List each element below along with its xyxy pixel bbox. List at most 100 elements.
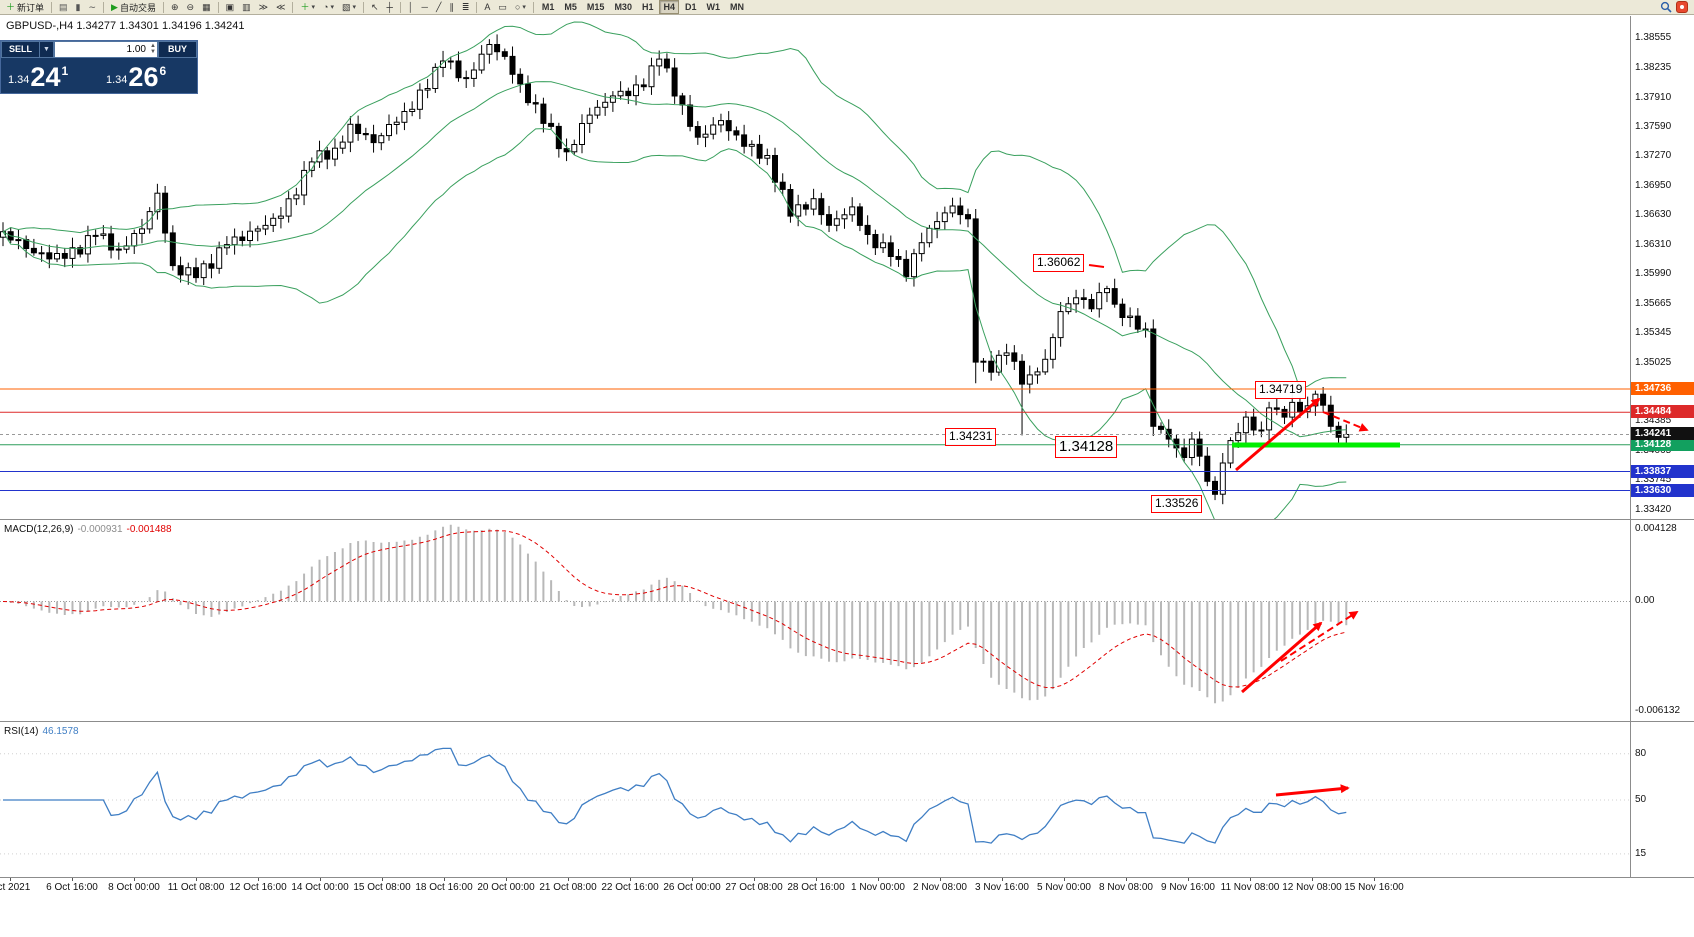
candle: [586, 114, 593, 124]
current-price-badge: 1.34241: [1631, 427, 1694, 441]
search-icon[interactable]: [1660, 1, 1672, 13]
templates-button[interactable]: ▧ ▾: [338, 0, 360, 15]
time-label: 15 Nov 16:00: [1344, 882, 1404, 893]
candle: [424, 88, 431, 91]
candle: [972, 218, 979, 363]
tile-windows-button[interactable]: ▦: [198, 0, 215, 15]
trendline-button[interactable]: ╱: [432, 0, 445, 15]
ohlc-values: 1.34277 1.34301 1.34196 1.34241: [76, 20, 245, 32]
sell-price[interactable]: 1.34 24 1: [1, 58, 99, 93]
timeframe-m1-button[interactable]: M1: [541, 2, 555, 12]
candle: [1034, 371, 1041, 376]
toolbar-separator: [476, 1, 478, 13]
fibonacci-button[interactable]: ≣: [458, 0, 474, 15]
zoom-in-button[interactable]: ⊕: [167, 0, 183, 15]
shapes-icon: ○: [514, 1, 521, 12]
add-indicator-button[interactable]: ＋ ▾: [296, 0, 319, 15]
new-order-button[interactable]: ＋新订单: [2, 0, 48, 15]
one-click-trading-panel: SELL ▼ 1.00 ▲ ▼ BUY 1.34 24 1 1.34 26 6: [0, 40, 198, 94]
timeframe-m5-button[interactable]: M5: [564, 2, 577, 12]
toolbar-separator: [51, 1, 53, 13]
alert-icon[interactable]: [1676, 1, 1688, 13]
timeframe-w1-button[interactable]: W1: [706, 2, 721, 12]
toolbar-separator: [103, 1, 105, 13]
new-chart-button[interactable]: ▣: [222, 0, 239, 15]
candle: [108, 233, 115, 251]
candle: [1304, 405, 1311, 413]
cursor-button[interactable]: ↖: [367, 0, 383, 15]
auto-trading-button[interactable]: ▶ 自动交易: [107, 0, 160, 15]
candle: [895, 256, 902, 260]
candle: [741, 134, 748, 147]
time-label: 1 Nov 00:00: [851, 882, 905, 893]
text-button[interactable]: A: [480, 0, 494, 15]
time-axis[interactable]: Oct 2021 6 Oct 16:00 8 Oct 00:00 11 Oct 08:…: [0, 877, 1694, 937]
volume-dropdown-icon[interactable]: ▼: [40, 41, 54, 58]
buy-price-prefix: 1.34: [106, 74, 128, 86]
candle: [69, 247, 76, 259]
candle: [1281, 408, 1288, 418]
price-callout[interactable]: 1.36062: [1033, 254, 1085, 272]
panel-splitter[interactable]: [0, 721, 1694, 722]
time-label: 9 Nov 16:00: [1161, 882, 1215, 893]
horizontal-line-button[interactable]: ─: [418, 0, 432, 15]
timeframe-mn-button[interactable]: MN: [730, 2, 744, 12]
candle: [1049, 337, 1056, 360]
bar-chart-button[interactable]: ▤: [55, 0, 72, 15]
price-callout[interactable]: 1.34128: [1055, 436, 1118, 458]
crosshair-button[interactable]: ┼: [383, 0, 397, 15]
zoom-out-button[interactable]: ⊖: [183, 0, 199, 15]
candle: [216, 247, 223, 269]
shapes-button[interactable]: ○ ▾: [511, 0, 530, 15]
price-axis[interactable]: 80 50 15 1.38555 1.38235 1.37910 1.37590 1.3727…: [1630, 16, 1694, 877]
channel-button[interactable]: ∥: [445, 0, 458, 15]
candle: [1289, 401, 1296, 418]
time-label: 2 Nov 08:00: [913, 882, 967, 893]
candle: [494, 44, 501, 53]
line-chart-button[interactable]: ∼: [85, 0, 101, 15]
buy-price[interactable]: 1.34 26 6: [99, 58, 197, 93]
candle: [694, 126, 701, 138]
chart-shift-button[interactable]: ≪: [272, 0, 289, 15]
macd-indicator-panel[interactable]: [0, 521, 1630, 721]
buy-button[interactable]: BUY: [158, 41, 197, 58]
volume-input[interactable]: 1.00 ▲ ▼: [54, 41, 158, 58]
rsi-indicator-panel[interactable]: [0, 723, 1630, 877]
auto-scroll-button[interactable]: ≫: [255, 0, 272, 15]
sell-button[interactable]: SELL: [1, 41, 40, 58]
time-tick: [258, 878, 259, 881]
candle: [555, 125, 562, 150]
main-price-chart[interactable]: [0, 16, 1630, 519]
periods-button[interactable]: ◔ ▾: [319, 0, 338, 15]
candle: [416, 89, 423, 110]
candle: [594, 106, 601, 116]
candle: [772, 155, 778, 183]
vertical-line-button[interactable]: │: [404, 0, 418, 15]
rsi-axis-label: 50: [1635, 794, 1647, 805]
price-tick: 1.37910: [1635, 91, 1672, 103]
time-tick: [134, 878, 135, 881]
volume-spinner[interactable]: ▲ ▼: [150, 43, 156, 55]
timeframe-m15-button[interactable]: M15: [586, 2, 605, 12]
timeframe-h4-button[interactable]: H4: [659, 0, 679, 14]
price-callout[interactable]: 1.34231: [945, 428, 997, 446]
candle: [501, 51, 508, 57]
timeframe-m30-button[interactable]: M30: [614, 2, 632, 12]
profiles-button[interactable]: ▥: [238, 0, 255, 15]
toolbar-separator: [217, 1, 219, 13]
label-button[interactable]: ▭: [494, 0, 511, 15]
candle: [609, 95, 616, 103]
candle: [1026, 374, 1033, 385]
candlestick-chart-button[interactable]: ▮: [72, 0, 85, 15]
panel-splitter[interactable]: [0, 519, 1694, 520]
price-callout[interactable]: 1.33526: [1151, 495, 1203, 513]
candle: [393, 121, 400, 125]
candle: [818, 198, 825, 216]
timeframe-d1-button[interactable]: D1: [684, 2, 697, 12]
candle: [965, 214, 971, 220]
timeframe-h1-button[interactable]: H1: [641, 2, 654, 12]
candle: [15, 239, 22, 242]
price-callout[interactable]: 1.34719: [1255, 381, 1307, 399]
candle: [934, 221, 941, 229]
candle: [478, 53, 485, 71]
